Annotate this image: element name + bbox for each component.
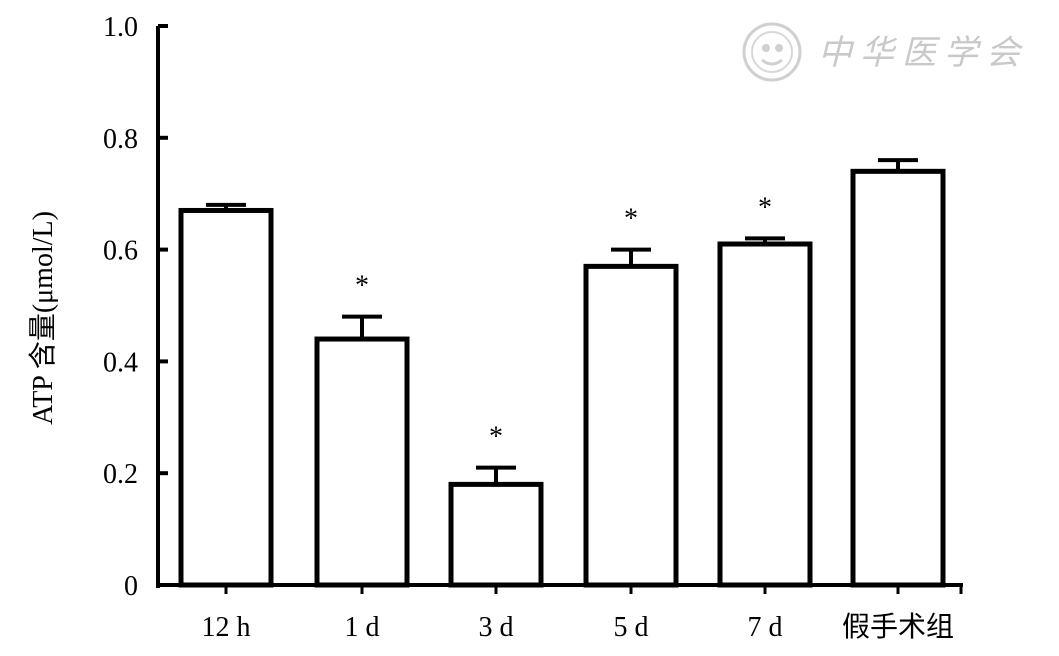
significance-star: * <box>624 204 638 235</box>
significance-star: * <box>758 192 772 223</box>
x-tick-label: 3 d <box>479 612 514 643</box>
bar <box>583 263 679 588</box>
y-tick-label: 0.8 <box>103 124 138 155</box>
watermark-text: 中华医学会 <box>818 33 1028 73</box>
y-axis-title: ATP 含量(μmol/L) <box>27 211 59 425</box>
x-tick-label: 12 h <box>202 612 251 643</box>
x-tick-label: 1 d <box>345 612 380 643</box>
y-tick-label: 0 <box>124 571 138 602</box>
bar <box>314 336 410 588</box>
x-tick-label: 5 d <box>614 612 649 643</box>
bar <box>850 168 946 588</box>
y-ticks: 0 0.2 0.4 0.6 0.8 1.0 <box>103 12 168 602</box>
bars <box>178 168 946 588</box>
significance-star: * <box>489 422 503 453</box>
watermark: 中华医学会 <box>742 22 1028 82</box>
significance-markers: * * * * <box>355 192 772 452</box>
y-tick-label: 0.4 <box>103 347 138 378</box>
watermark-logo-icon <box>742 22 802 82</box>
x-ticks: 12 h 1 d 3 d 5 d 7 d 假手术组 <box>202 585 963 643</box>
x-tick-label: 假手术组 <box>842 611 954 643</box>
bar <box>178 207 274 588</box>
y-tick-label: 0.6 <box>103 236 138 267</box>
bar <box>717 241 813 588</box>
y-tick-label: 0.2 <box>103 459 138 490</box>
x-tick-label: 7 d <box>748 612 783 643</box>
bar <box>448 481 544 588</box>
significance-star: * <box>355 271 369 302</box>
y-tick-label: 1.0 <box>103 12 138 43</box>
error-bars <box>206 158 918 485</box>
